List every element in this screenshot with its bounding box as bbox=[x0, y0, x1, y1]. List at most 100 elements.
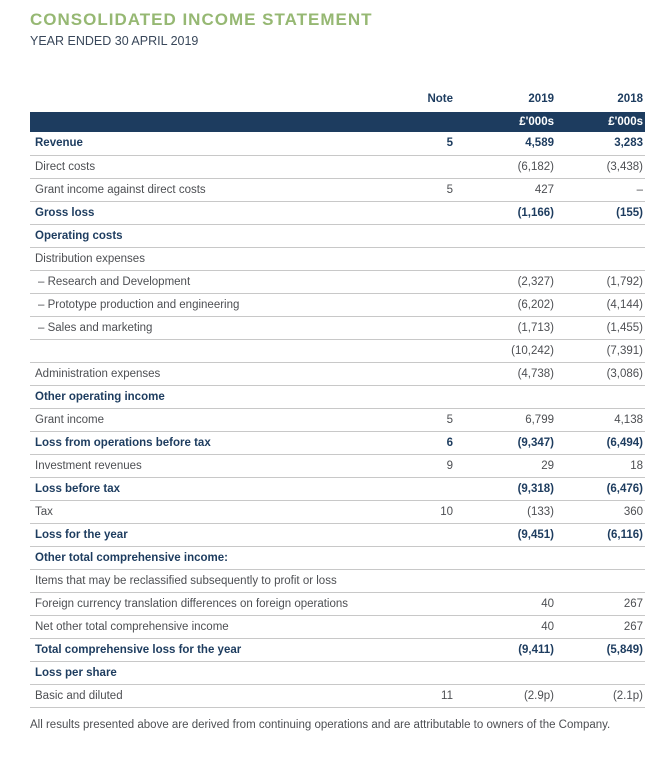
table-row: Operating costs bbox=[30, 224, 645, 247]
units-note-cell bbox=[360, 112, 455, 132]
value-2019-cell bbox=[455, 569, 556, 592]
table-row: Loss from operations before tax 6 (9,347) (… bbox=[30, 431, 645, 454]
row-label: – Research and Development bbox=[38, 275, 191, 288]
value-2018-cell: 3,283 bbox=[614, 137, 643, 150]
value-2019-cell: (1,166) bbox=[517, 206, 554, 219]
units-2018-cell: £'000s bbox=[556, 112, 645, 132]
value-2018-cell bbox=[556, 569, 645, 592]
footnote-text: All results presented above are derived … bbox=[30, 718, 611, 731]
row-label: Administration expenses bbox=[35, 367, 161, 380]
page-subtitle: YEAR ENDED 30 APRIL 2019 bbox=[30, 34, 199, 48]
row-label: Loss before tax bbox=[35, 482, 120, 495]
note-cell bbox=[360, 592, 455, 615]
page-title: CONSOLIDATED INCOME STATEMENT bbox=[30, 10, 373, 29]
value-2019-cell: 427 bbox=[534, 183, 554, 196]
note-cell bbox=[360, 270, 455, 293]
table-row: Other total comprehensive income: bbox=[30, 546, 645, 569]
value-2019-cell: 40 bbox=[541, 620, 554, 633]
value-2019-cell: 6,799 bbox=[525, 413, 554, 426]
note-cell bbox=[360, 201, 455, 224]
value-2019-cell: (10,242) bbox=[511, 344, 554, 357]
value-2019-cell: 29 bbox=[541, 459, 554, 472]
row-label: Net other total comprehensive income bbox=[35, 620, 229, 633]
value-2018-cell bbox=[556, 247, 645, 270]
value-2019-cell bbox=[455, 385, 556, 408]
income-statement-table: Note 2019 2018 £'000s £'000s Revenue 5 4,5… bbox=[30, 88, 645, 708]
note-cell bbox=[360, 569, 455, 592]
note-cell: 5 bbox=[446, 183, 453, 196]
row-label: Items that may be reclassified subsequen… bbox=[35, 574, 337, 587]
row-label: Revenue bbox=[35, 137, 83, 150]
row-label: Investment revenues bbox=[35, 459, 142, 472]
value-2018-cell bbox=[556, 385, 645, 408]
value-2018-cell: (2.1p) bbox=[612, 689, 643, 702]
value-2019-cell bbox=[455, 224, 556, 247]
table-row: Basic and diluted 11 (2.9p) (2.1p) bbox=[30, 684, 645, 707]
units-label-cell bbox=[30, 112, 360, 132]
table-row: Loss before tax (9,318) (6,476) bbox=[30, 477, 645, 500]
table-row: Grant income 5 6,799 4,138 bbox=[30, 408, 645, 431]
value-2019-cell: 4,589 bbox=[525, 137, 554, 150]
row-label: Foreign currency translation differences… bbox=[35, 597, 349, 610]
table-row: Grant income against direct costs 5 427 – bbox=[30, 178, 645, 201]
table-row: – Sales and marketing (1,713) (1,455) bbox=[30, 316, 645, 339]
value-2018-cell: (5,849) bbox=[606, 643, 643, 656]
row-label: – Prototype production and engineering bbox=[38, 298, 240, 311]
note-cell: 9 bbox=[446, 459, 453, 472]
value-2018-cell: 267 bbox=[623, 620, 643, 633]
value-2018-cell: 267 bbox=[623, 597, 643, 610]
table-row: Direct costs (6,182) (3,438) bbox=[30, 155, 645, 178]
value-2018-cell: 4,138 bbox=[614, 413, 643, 426]
table-row: Net other total comprehensive income 40 26… bbox=[30, 615, 645, 638]
year-2019-column-header: 2019 bbox=[528, 93, 554, 105]
row-label: Grant income against direct costs bbox=[35, 183, 206, 196]
table-row: (10,242) (7,391) bbox=[30, 339, 645, 362]
value-2018-cell: (4,144) bbox=[606, 298, 643, 311]
year-2018-column-header: 2018 bbox=[617, 93, 643, 105]
value-2018-cell: (6,494) bbox=[606, 436, 643, 449]
table-row: Administration expenses (4,738) (3,086) bbox=[30, 362, 645, 385]
table-row: Revenue 5 4,589 3,283 bbox=[30, 132, 645, 155]
note-cell bbox=[360, 477, 455, 500]
note-column-header: Note bbox=[427, 93, 453, 105]
value-2019-cell: (2,327) bbox=[517, 275, 554, 288]
note-cell bbox=[360, 661, 455, 684]
note-cell bbox=[360, 247, 455, 270]
value-2019-cell: (9,318) bbox=[517, 482, 554, 495]
row-label bbox=[30, 339, 360, 362]
note-cell bbox=[360, 155, 455, 178]
row-label: – Sales and marketing bbox=[38, 321, 153, 334]
table-row: Loss per share bbox=[30, 661, 645, 684]
units-2019-cell: £'000s bbox=[455, 112, 556, 132]
table-row: Gross loss (1,166) (155) bbox=[30, 201, 645, 224]
value-2019-cell: 40 bbox=[541, 597, 554, 610]
row-label: Loss for the year bbox=[35, 528, 128, 541]
row-label: Loss from operations before tax bbox=[35, 436, 211, 449]
note-cell bbox=[360, 339, 455, 362]
value-2018-cell: (155) bbox=[616, 206, 643, 219]
row-label: Loss per share bbox=[35, 666, 117, 679]
value-2018-cell bbox=[556, 546, 645, 569]
units-header-row: £'000s £'000s bbox=[30, 112, 645, 132]
row-label: Tax bbox=[35, 505, 53, 518]
value-2019-cell: (9,347) bbox=[517, 436, 554, 449]
note-cell: 5 bbox=[446, 137, 453, 150]
table-row: Foreign currency translation differences… bbox=[30, 592, 645, 615]
column-header-row: Note 2019 2018 bbox=[30, 88, 645, 112]
note-cell: 11 bbox=[441, 689, 453, 702]
value-2018-cell: (3,438) bbox=[606, 160, 643, 173]
value-2018-cell: (6,116) bbox=[607, 528, 643, 541]
income-table-body: Revenue 5 4,589 3,283 Direct costs (6,182) (3,… bbox=[30, 132, 645, 707]
row-label: Operating costs bbox=[35, 229, 123, 242]
value-2019-cell: (6,202) bbox=[517, 298, 554, 311]
value-2018-cell bbox=[556, 224, 645, 247]
table-row: – Research and Development (2,327) (1,792) bbox=[30, 270, 645, 293]
value-2018-cell: – bbox=[636, 183, 643, 196]
note-cell bbox=[360, 615, 455, 638]
table-row: Total comprehensive loss for the year (9,… bbox=[30, 638, 645, 661]
table-row: Tax 10 (133) 360 bbox=[30, 500, 645, 523]
row-label: Gross loss bbox=[35, 206, 95, 219]
note-cell bbox=[360, 316, 455, 339]
note-cell bbox=[360, 224, 455, 247]
label-column-header bbox=[30, 88, 360, 112]
